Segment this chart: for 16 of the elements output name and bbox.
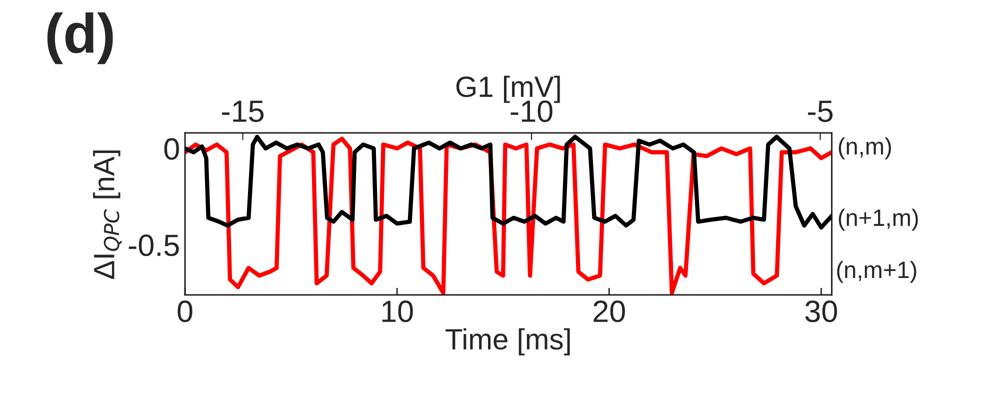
x-tick-label: 30 [805, 300, 837, 322]
y-axis-title: ΔI$_{QPC}$ [nA] [93, 150, 122, 279]
x-tick-label: 10 [382, 300, 413, 322]
text: (n,m+1) [837, 260, 916, 283]
x2-tick-label: -10 [510, 100, 552, 122]
x2-axis-title: G1 [mV] [456, 76, 560, 103]
x-tick-label: 0 [178, 300, 192, 322]
x2-tick-label: -15 [222, 100, 264, 122]
annotation: (n+1,m) [838, 208, 918, 231]
annotation: (n,m) [838, 137, 891, 160]
x2-tick-label: -5 [808, 100, 833, 122]
x-tick-label: 20 [594, 300, 625, 322]
x-axis-title: Time [ms] [446, 328, 570, 356]
line-series [185, 134, 832, 230]
y-tick-label: -0.5 [128, 234, 179, 256]
text: (d) [47, 12, 113, 64]
